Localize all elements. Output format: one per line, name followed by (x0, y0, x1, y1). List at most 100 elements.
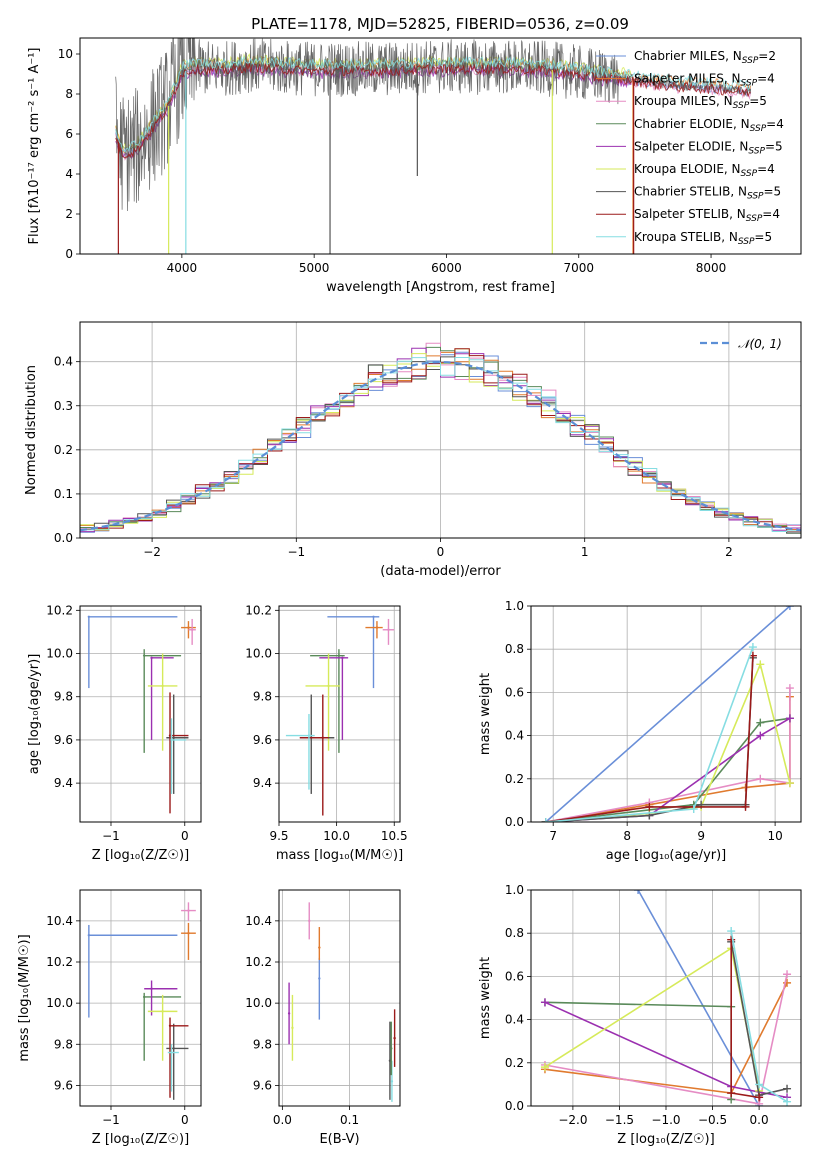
figure-title: PLATE=1178, MJD=52825, FIBERID=0536, z=0… (251, 15, 629, 33)
data-point (172, 736, 175, 739)
axes-frame (530, 605, 802, 823)
panel-mass_vs_Z: −1 0 9.6 9.8 10.0 10.2 10.4 Z [log₁₀(Z/Z☉)] mass… (17, 889, 202, 1147)
data-point (307, 734, 311, 737)
data-point (170, 1051, 173, 1054)
x-axis-label: mass [log₁₀(M/M☉)] (276, 848, 403, 863)
data-point (150, 656, 153, 660)
y-tick-label: 10.2 (46, 603, 73, 617)
data-point (318, 977, 321, 980)
legend-label: 𝒩(0, 1) (738, 337, 782, 351)
y-tick-label: 9.6 (253, 733, 272, 747)
data-point (187, 909, 190, 912)
data-point (161, 1010, 164, 1013)
panel-spectrum: 4000 5000 6000 7000 8000 0 2 4 6 8 10 wavelength [A… (27, 37, 802, 295)
spectrum-line (115, 55, 752, 153)
axes-frame (79, 321, 802, 539)
x-tick-label: 1 (581, 545, 589, 559)
legend-label: Chabrier STELIB, NSSP=5 (634, 185, 781, 202)
data-point (321, 736, 324, 739)
panel-age_vs_mass: 9.5 10.0 10.5 9.4 9.6 9.8 10.0 10.2 mass [log₁₀(… (245, 603, 407, 863)
y-tick-label: 10.2 (245, 955, 272, 969)
plot-area (285, 615, 395, 816)
x-tick-label: 0 (181, 829, 189, 843)
x-tick-label: 8000 (696, 261, 727, 275)
spectrum-legend: Chabrier MILES, NSSP=2 Salpeter MILES, NS… (596, 49, 784, 247)
x-axis-label: age [log₁₀(age/yr)] (606, 848, 727, 863)
legend-label: Chabrier ELODIE, NSSP=4 (634, 117, 784, 134)
axes-frame (530, 889, 802, 1107)
data-point (168, 734, 172, 737)
y-tick-label: 9.4 (253, 776, 272, 790)
x-axis-label: Z [log₁₀(Z/Z☉)] (617, 1132, 714, 1147)
data-point (87, 615, 91, 618)
data-point (388, 1059, 392, 1062)
data-point (287, 1012, 291, 1015)
weight-marker (785, 714, 794, 723)
y-tick-label: 9.6 (54, 733, 73, 747)
weight-marker (541, 818, 550, 822)
data-point (375, 626, 379, 629)
axes-frame (278, 605, 401, 823)
spectrum-line (115, 38, 752, 212)
y-tick-label: 9.8 (54, 1037, 73, 1051)
plot-area (87, 902, 196, 1100)
weight-marker (783, 970, 792, 979)
weight-marker (783, 1084, 792, 1093)
weight-marker (540, 998, 549, 1007)
gaussian-curve (80, 360, 801, 532)
weight-marker (785, 779, 794, 788)
panel-mass_vs_ebv: 0.0 0.1 9.6 9.8 10.0 10.2 10.4 E(B-V) (245, 889, 401, 1147)
weight-line (545, 655, 754, 822)
legend-label: Chabrier MILES, NSSP=2 (634, 49, 776, 66)
x-tick-label: 9.5 (269, 829, 288, 843)
data-point (87, 934, 91, 937)
y-tick-label: 10.2 (245, 603, 272, 617)
panel-age_vs_Z: −1 0 9.4 9.6 9.8 10.0 10.2 Z [log₁₀(Z/Z☉)] age [… (27, 603, 202, 863)
y-tick-label: 9.4 (54, 776, 73, 790)
data-point (291, 1026, 294, 1030)
y-tick-label: 1.0 (505, 599, 524, 613)
x-tick-label: −1.0 (651, 1113, 680, 1127)
weight-marker (689, 805, 698, 814)
x-tick-label: −0.5 (698, 1113, 727, 1127)
y-axis-label: Normed distribution (24, 365, 39, 495)
legend-label: Kroupa STELIB, NSSP=5 (634, 230, 772, 247)
x-tick-label: −1 (102, 829, 120, 843)
axes-frame (79, 889, 202, 1107)
weight-marker (727, 927, 736, 936)
weight-marker (748, 643, 757, 652)
weight-line (545, 657, 754, 822)
y-tick-label: 0.3 (54, 399, 73, 413)
data-point (170, 738, 173, 742)
y-tick-label: 0.4 (505, 1013, 524, 1027)
y-tick-label: 9.8 (253, 690, 272, 704)
plot-area (80, 342, 801, 534)
axes-frame (79, 37, 802, 255)
panel-weight_vs_Z: −2.0 −1.5 −1.0 −0.5 0.0 0.0 0.2 0.4 0.6 0.8 1.0 Z [… (478, 883, 802, 1147)
data-point (318, 946, 321, 949)
x-tick-label: 7 (549, 829, 557, 843)
y-tick-label: 9.8 (253, 1037, 272, 1051)
x-axis-label: wavelength [Angstrom, rest frame] (326, 280, 555, 295)
panel-weight_vs_age: 7 8 9 10 0.0 0.2 0.4 0.6 0.8 1.0 age [log₁₀(age/yr… (478, 599, 802, 863)
data-point (393, 1036, 396, 1040)
axes-frame (278, 889, 401, 1107)
plot-area (87, 615, 196, 814)
y-tick-label: 10.0 (46, 996, 73, 1010)
y-tick-label: 10.4 (245, 914, 272, 928)
y-tick-label: 10.0 (245, 996, 272, 1010)
y-tick-label: 2 (65, 207, 73, 221)
y-tick-label: 10.0 (245, 647, 272, 661)
data-point (372, 615, 375, 618)
weight-marker (756, 660, 765, 669)
data-point (308, 919, 311, 923)
y-axis-label: mass weight (478, 957, 493, 1039)
y-tick-label: 0.1 (54, 487, 73, 501)
data-point (187, 626, 190, 629)
x-tick-label: 0.1 (340, 1113, 359, 1127)
x-tick-label: 8 (623, 829, 631, 843)
x-tick-label: 0 (437, 545, 445, 559)
x-tick-label: 4000 (167, 261, 198, 275)
y-tick-label: 0.0 (505, 1099, 524, 1113)
x-tick-label: 0.0 (750, 1113, 769, 1127)
